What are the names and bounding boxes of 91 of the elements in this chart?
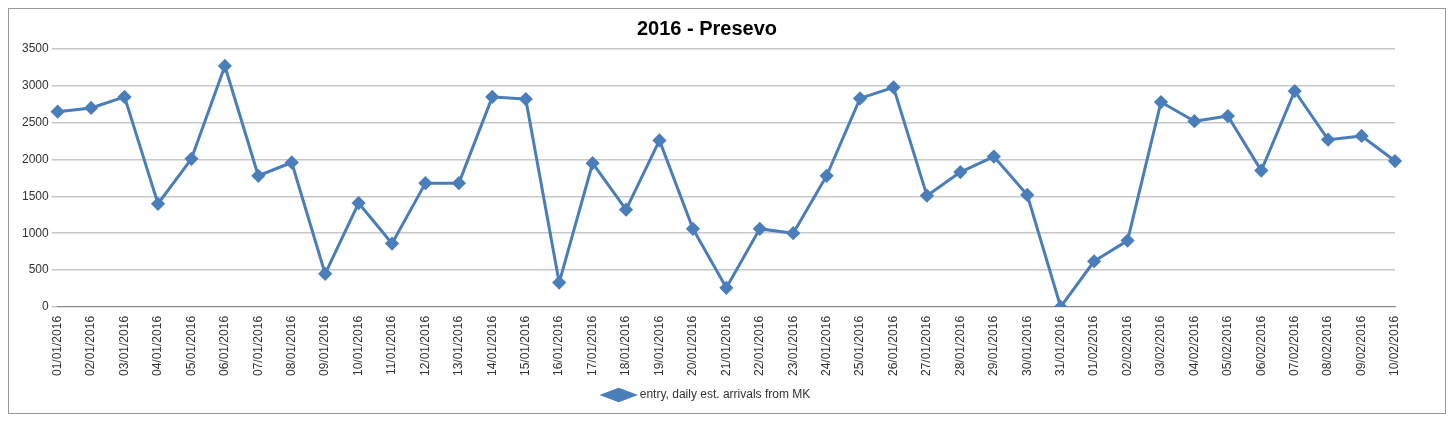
point [1355,129,1369,143]
point [1388,154,1402,168]
x-tick-label: 04/02/2016 [1186,315,1201,376]
point [452,176,466,190]
x-tick-label: 04/01/2016 [150,315,165,376]
point [485,90,499,104]
point [786,226,800,240]
x-tick-label: 08/02/2016 [1320,315,1335,376]
x-tick-label: 07/02/2016 [1287,315,1302,376]
y-tick-label: 500 [28,262,50,277]
point [1221,109,1235,123]
point [1187,114,1201,128]
x-tick-label: 05/01/2016 [183,315,198,376]
legend-label: entry, daily est. arrivals from MK [639,387,811,402]
x-tick-label: 02/01/2016 [83,315,98,376]
x-tick-label: 31/01/2016 [1052,315,1067,376]
y-tick-label: 2000 [21,151,50,166]
x-tick-label: 20/01/2016 [685,315,700,376]
point [652,133,666,147]
x-tick-label: 30/01/2016 [1019,315,1034,376]
x-tick-label: 10/02/2016 [1387,315,1402,376]
point [84,101,98,115]
x-tick-label: 25/01/2016 [852,315,867,376]
x-tick-label: 26/01/2016 [885,315,900,376]
x-tick-label: 01/02/2016 [1086,315,1101,376]
x-tick-label: 12/01/2016 [417,315,432,376]
x-tick-label: 09/01/2016 [317,315,332,376]
x-tick-label: 19/01/2016 [651,315,666,376]
x-tick-label: 13/01/2016 [451,315,466,376]
x-tick-label: 21/01/2016 [718,315,733,376]
point [218,59,232,73]
point [853,91,867,105]
point [920,189,934,203]
x-tick-label: 08/01/2016 [284,315,299,376]
y-tick-label: 0 [42,299,50,314]
point [184,152,198,166]
point [1020,188,1034,202]
x-tick-label: 02/02/2016 [1119,315,1134,376]
y-tick-label: 3000 [21,78,50,93]
x-tick-label: 15/01/2016 [518,315,533,376]
point [953,165,967,179]
x-tick-label: 16/01/2016 [551,315,566,376]
point [1121,234,1135,248]
x-tick-label: 01/01/2016 [50,315,65,376]
chart-title: 2016 - Presevo [636,16,778,39]
point [552,276,566,290]
point [887,80,901,94]
point [118,90,132,104]
y-tick-label: 1000 [21,225,50,240]
point [352,196,366,210]
x-tick-label: 07/01/2016 [250,315,265,376]
point [820,169,834,183]
x-tick-label: 11/01/2016 [384,315,399,376]
point [1154,95,1168,109]
point [385,237,399,251]
point [318,267,332,281]
x-tick-label: 27/01/2016 [919,315,934,376]
x-tick-label: 29/01/2016 [986,315,1001,376]
y-tick-label: 2500 [21,115,50,130]
point [753,222,767,236]
point [987,150,1001,164]
x-tick-label: 10/01/2016 [350,315,365,376]
point [719,281,733,295]
x-tick-label: 22/01/2016 [752,315,767,376]
x-tick-label: 28/01/2016 [952,315,967,376]
x-tick-label: 17/01/2016 [584,315,599,376]
y-tick-label: 3500 [21,41,50,56]
x-tick-label: 23/01/2016 [785,315,800,376]
point [1321,133,1335,147]
x-tick-label: 03/01/2016 [116,315,131,376]
point [251,169,265,183]
x-tick-label: 05/02/2016 [1220,315,1235,376]
y-tick-label: 1500 [21,188,50,203]
point [151,197,165,211]
x-tick-label: 14/01/2016 [484,315,499,376]
point [1087,254,1101,268]
point [1254,164,1268,178]
x-tick-label: 06/01/2016 [217,315,232,376]
point [418,176,432,190]
x-tick-label: 06/02/2016 [1253,315,1268,376]
x-tick-label: 09/02/2016 [1353,315,1368,376]
point [1288,84,1302,98]
x-tick-label: 18/01/2016 [618,315,633,376]
point [619,203,633,217]
point [686,222,700,236]
point [285,155,299,169]
x-tick-label: 03/02/2016 [1153,315,1168,376]
point [586,156,600,170]
point [51,105,65,119]
point [519,92,533,106]
x-tick-label: 24/01/2016 [818,315,833,376]
